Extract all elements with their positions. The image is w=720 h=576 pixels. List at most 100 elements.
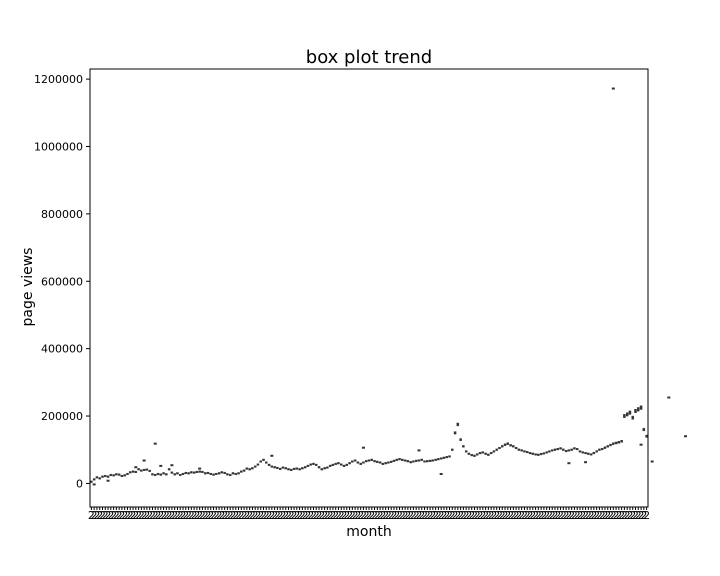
outlier-point: [650, 460, 654, 463]
x-tick-label: 2: [282, 509, 289, 522]
x-tick-label: 2: [568, 509, 575, 522]
box: [517, 448, 521, 451]
x-tick-label: 2: [182, 509, 189, 522]
box: [273, 466, 276, 469]
box: [625, 412, 629, 417]
x-tick-label: 2: [565, 509, 572, 522]
box: [140, 469, 143, 472]
x-tick-label: 2: [626, 509, 633, 522]
outlier-point: [170, 464, 174, 467]
box: [531, 452, 535, 455]
x-tick-label: 2: [327, 509, 334, 522]
x-tick-label: 2: [341, 509, 348, 522]
box: [90, 480, 93, 483]
box: [303, 466, 307, 469]
x-tick-label: 2: [91, 509, 98, 522]
x-tick-label: 2: [132, 509, 139, 522]
box: [159, 473, 163, 476]
x-tick-label: 2: [454, 509, 461, 522]
box: [617, 441, 621, 444]
box: [290, 468, 293, 471]
box: [331, 463, 335, 466]
box: [170, 471, 174, 474]
x-tick-label: 2: [601, 509, 608, 522]
x-tick-label: 2: [116, 509, 123, 522]
x-tick-label: 2: [266, 509, 273, 522]
x-tick-label: 2: [557, 509, 564, 522]
box: [195, 470, 199, 474]
box: [573, 447, 576, 450]
box: [467, 452, 471, 455]
x-tick-label: 2: [499, 509, 506, 522]
y-tick-label: 0: [76, 477, 83, 490]
box: [506, 442, 510, 445]
box: [392, 459, 396, 462]
box: [295, 467, 299, 470]
box: [387, 461, 390, 464]
x-tick-label: 2: [357, 509, 364, 522]
x-tick-label: 2: [440, 509, 447, 522]
y-axis-label: page views: [20, 248, 36, 327]
x-tick-label: 2: [502, 509, 509, 522]
x-tick-label: 2: [504, 509, 511, 522]
x-tick-label: 2: [463, 509, 470, 522]
box: [426, 460, 429, 463]
x-tick-label: 2: [429, 509, 436, 522]
box: [339, 463, 343, 466]
box: [106, 475, 110, 478]
x-tick-label: 2: [449, 509, 456, 522]
box: [167, 468, 171, 471]
y-tick-label: 1200000: [34, 73, 83, 86]
outlier-point: [361, 446, 365, 449]
box: [512, 445, 515, 448]
box: [620, 440, 623, 443]
x-tick-label: 2: [232, 509, 239, 522]
x-tick-label: 2: [138, 509, 145, 522]
x-tick-label: 2: [149, 509, 156, 522]
box: [445, 456, 448, 459]
box: [234, 472, 237, 476]
y-tick-label: 600000: [41, 275, 83, 288]
box: [439, 457, 443, 460]
x-tick-label: 2: [596, 509, 603, 522]
box: [645, 434, 648, 438]
x-tick-label: 2: [277, 509, 284, 522]
box: [101, 475, 104, 478]
x-tick-label: 2: [535, 509, 542, 522]
x-tick-label: 2: [346, 509, 353, 522]
box: [587, 452, 590, 455]
box: [423, 460, 426, 463]
x-tick-label: 2: [135, 509, 142, 522]
x-tick-label: 2: [593, 509, 600, 522]
box: [190, 471, 193, 474]
x-tick-label: 2: [460, 509, 467, 522]
box: [600, 447, 604, 451]
box: [320, 468, 324, 471]
x-axis: 2222222222222222222222222222222222222222…: [88, 507, 650, 522]
x-tick-label: 2: [196, 509, 203, 522]
x-tick-label: 2: [360, 509, 367, 522]
box: [550, 449, 554, 452]
box: [126, 472, 129, 476]
x-tick-label: 2: [157, 509, 164, 522]
box: [514, 446, 518, 450]
x-tick-label: 2: [574, 509, 581, 522]
x-tick-label: 2: [604, 509, 611, 522]
x-tick-label: 2: [496, 509, 503, 522]
box: [562, 448, 565, 451]
x-tick-label: 2: [160, 509, 167, 522]
box: [198, 470, 201, 473]
x-tick-label: 2: [571, 509, 578, 522]
outlier-point: [270, 454, 274, 457]
x-tick-label: 2: [354, 509, 361, 522]
box: [575, 447, 579, 451]
outlier-point: [567, 462, 571, 465]
x-tick-label: 2: [382, 509, 389, 522]
outlier-points: [92, 87, 687, 486]
x-tick-label: 2: [352, 509, 359, 522]
box: [328, 464, 332, 467]
outlier-point: [417, 449, 421, 452]
x-tick-label: 2: [610, 509, 617, 522]
box: [353, 459, 357, 462]
box: [395, 458, 399, 461]
